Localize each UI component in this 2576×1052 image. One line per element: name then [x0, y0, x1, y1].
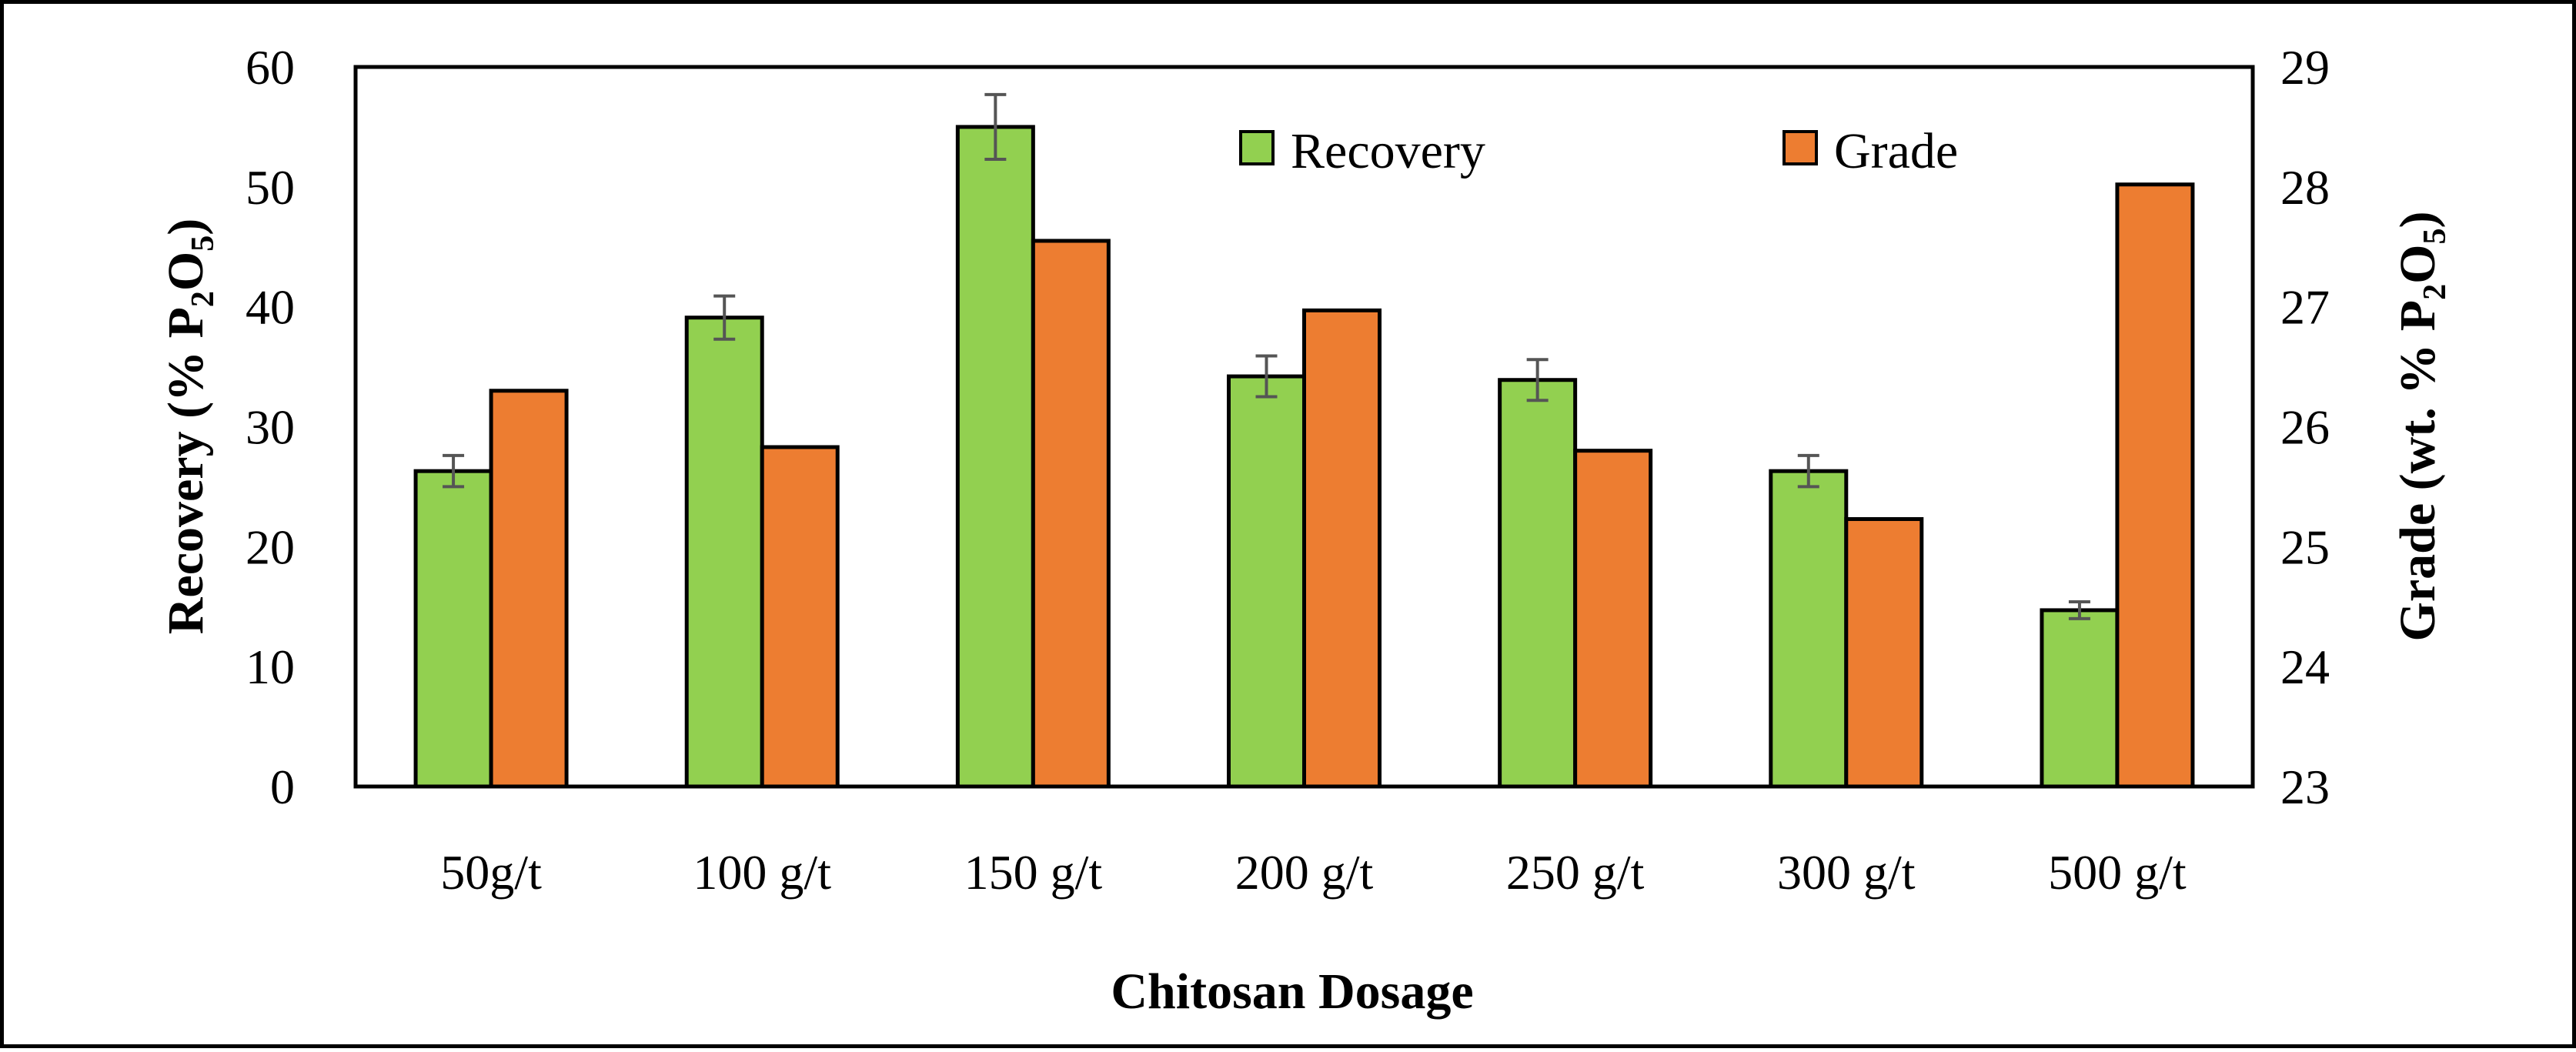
error-bar-recovery	[1526, 358, 1549, 402]
error-bar-recovery	[1255, 354, 1278, 399]
error-bar-recovery	[443, 453, 465, 489]
error-bars-layer	[443, 92, 2090, 620]
y-tick-label: 30	[246, 400, 295, 455]
y2-tick-label: 25	[2280, 519, 2330, 574]
y2-tick-label: 29	[2280, 40, 2330, 95]
x-axis-title: Chitosan Dosage	[1111, 963, 1473, 1020]
bar-grade	[760, 445, 840, 789]
x-tick-label: 50g/t	[440, 845, 542, 900]
x-tick-label: 500 g/t	[2048, 845, 2187, 900]
legend-swatch-recovery	[1239, 130, 1275, 165]
legend-swatch-grade	[1782, 130, 1818, 165]
y-tick-label: 20	[246, 519, 295, 574]
bars-layer	[413, 125, 2195, 789]
bar-recovery	[684, 316, 764, 789]
bar-recovery	[1227, 374, 1306, 789]
left-y-ticks: 0 10 20 30 40 50 60	[246, 40, 295, 814]
y2-tick-label: 28	[2280, 160, 2330, 215]
right-y-ticks: 23 24 25 26 27 28 29	[2280, 40, 2330, 814]
error-bar-recovery	[984, 92, 1007, 161]
legend-label-recovery: Recovery	[1291, 123, 1485, 179]
bar-recovery	[2040, 608, 2120, 789]
y2-tick-label: 23	[2280, 760, 2330, 814]
x-tick-label: 300 g/t	[1777, 845, 1916, 900]
x-tick-label: 250 g/t	[1506, 845, 1645, 900]
legend: Recovery Grade	[1239, 123, 1958, 179]
y-tick-label: 10	[246, 640, 295, 694]
chart: 0 10 20 30 40 50 60 23 24 25 26 27 28 29 50g/t 100 g/…	[158, 40, 2453, 1020]
x-ticks: 50g/t 100 g/t 150 g/t 200 g/t 250 g/t 300 g/t…	[440, 845, 2187, 900]
bar-grade	[489, 389, 569, 789]
x-tick-label: 200 g/t	[1235, 845, 1374, 900]
y-tick-label: 60	[246, 40, 295, 95]
bar-recovery	[955, 125, 1035, 789]
y-tick-label: 50	[246, 160, 295, 215]
error-bar-recovery	[1797, 453, 1819, 489]
legend-label-grade: Grade	[1834, 123, 1958, 179]
y-axis-title: Recovery (% P2O5)	[158, 219, 221, 634]
x-tick-label: 100 g/t	[693, 845, 831, 900]
bar-recovery	[1498, 378, 1578, 789]
y2-tick-label: 26	[2280, 400, 2330, 455]
y-tick-label: 0	[270, 760, 295, 814]
error-bar-recovery	[2068, 600, 2090, 620]
y2-tick-label: 27	[2280, 280, 2330, 335]
x-tick-label: 150 g/t	[964, 845, 1103, 900]
y2-tick-label: 24	[2280, 640, 2330, 694]
y2-axis-title: Grade (wt. % P2O5)	[2390, 212, 2453, 642]
bar-grade	[2115, 182, 2195, 789]
bar-grade	[1302, 308, 1382, 789]
bar-recovery	[1769, 469, 1849, 789]
y-tick-label: 40	[246, 280, 295, 335]
error-bar-recovery	[713, 294, 736, 341]
bar-grade	[1844, 516, 1924, 789]
bar-recovery	[413, 469, 493, 789]
bar-grade	[1031, 239, 1111, 789]
bar-grade	[1573, 449, 1653, 789]
